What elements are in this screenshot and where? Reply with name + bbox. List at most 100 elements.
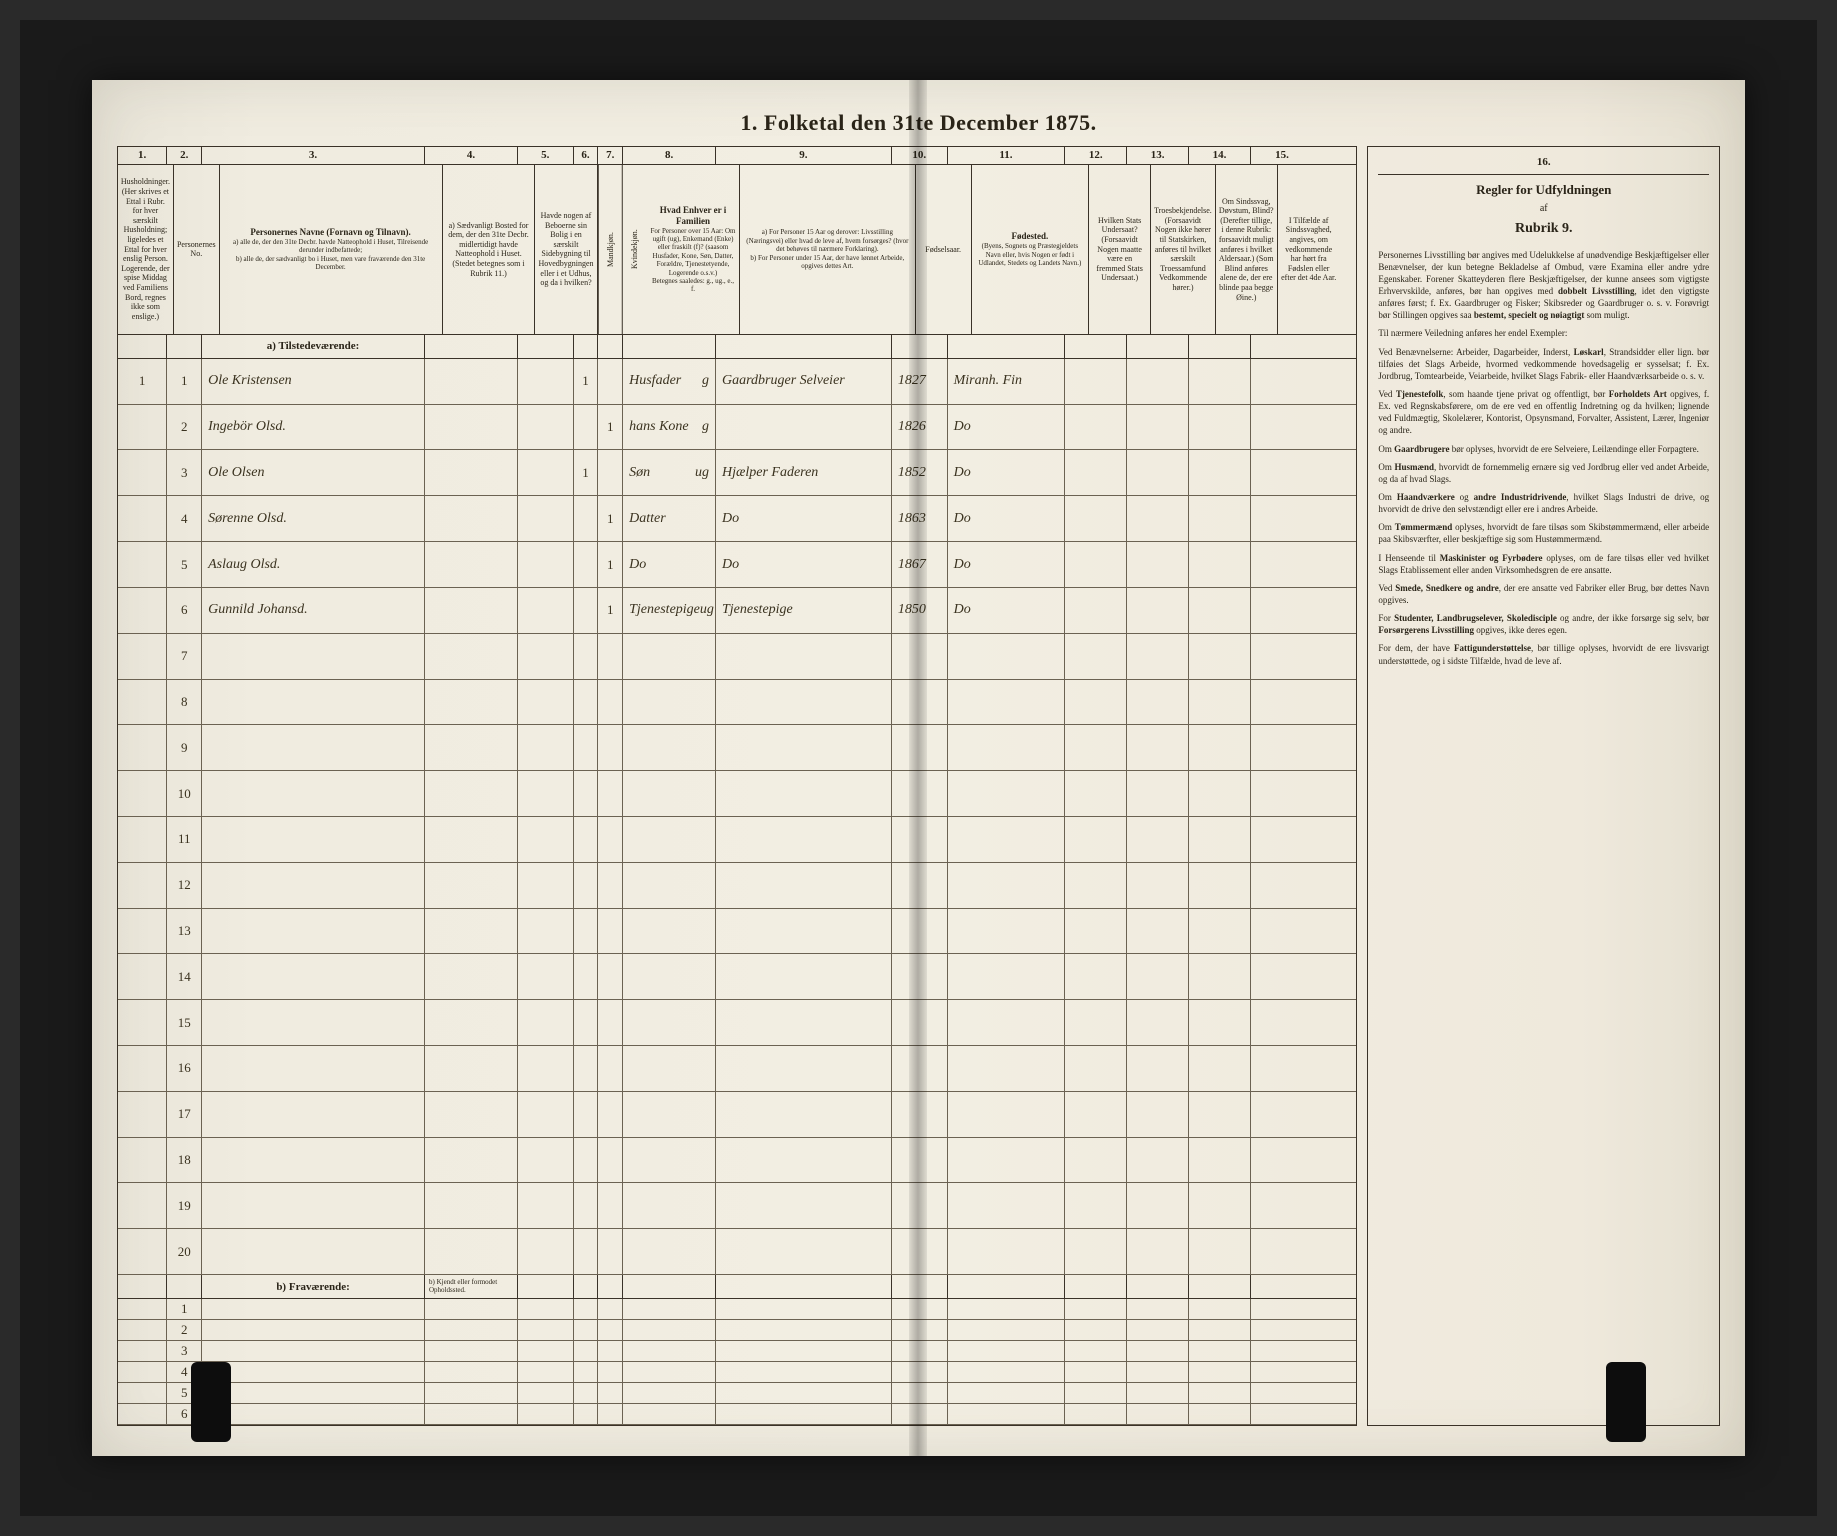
cell xyxy=(1127,1383,1189,1403)
cell xyxy=(425,1383,518,1403)
scan-background: 1. Folketal den 31te December 1875. 1. 2… xyxy=(20,20,1817,1516)
header-male: Mandkjøn. xyxy=(598,165,623,334)
cell xyxy=(425,1404,518,1424)
colnum-9: 9. xyxy=(716,147,892,164)
cell xyxy=(574,1299,599,1319)
cell xyxy=(574,771,599,816)
cell xyxy=(425,1000,518,1045)
cell: Miranh. Fin xyxy=(948,359,1066,404)
cell xyxy=(1065,1000,1127,1045)
cell xyxy=(118,817,168,862)
cell xyxy=(118,1046,168,1091)
cell xyxy=(202,680,425,725)
header-names-title: Personernes Navne (Fornavn og Tilnavn). xyxy=(250,227,410,238)
cell: 1 xyxy=(598,496,623,541)
cell xyxy=(1251,1362,1313,1382)
cell xyxy=(892,817,948,862)
cell xyxy=(118,1299,168,1319)
cell xyxy=(1065,1404,1127,1424)
cell xyxy=(598,954,623,999)
header-names-b: b) alle de, der sædvanligt bo i Huset, m… xyxy=(223,255,439,272)
cell xyxy=(574,405,599,450)
content-row: 1. 2. 3. 4. 5. 6. 7. 8. 9. 10. 11. 12. 1… xyxy=(117,146,1720,1426)
cell xyxy=(1189,405,1251,450)
cell xyxy=(118,1229,168,1274)
cell xyxy=(892,954,948,999)
cell xyxy=(716,680,892,725)
cell xyxy=(1251,1404,1313,1424)
cell xyxy=(623,1000,716,1045)
header-households: Husholdninger. (Her skrives et Ettal i R… xyxy=(118,165,174,334)
header-disability: Om Sindssvag, Døvstum, Blind? (Derefter … xyxy=(1216,165,1278,334)
cell xyxy=(118,909,168,954)
colnum-6: 6. xyxy=(574,147,599,164)
cell xyxy=(1065,771,1127,816)
cell: 1 xyxy=(167,1299,202,1319)
cell xyxy=(518,1183,574,1228)
cell xyxy=(598,1383,623,1403)
cell xyxy=(1127,1183,1189,1228)
cell: 20 xyxy=(167,1229,202,1274)
cell xyxy=(1065,909,1127,954)
cell xyxy=(1127,725,1189,770)
colnum-8: 8. xyxy=(623,147,716,164)
cell: Tjenestepige xyxy=(716,588,892,633)
cell xyxy=(1127,1299,1189,1319)
cell xyxy=(1251,1383,1313,1403)
cell xyxy=(716,863,892,908)
cell xyxy=(425,1183,518,1228)
header-outbuilding: Havde nogen af Beboerne sin Bolig i en s… xyxy=(535,165,597,334)
cell xyxy=(598,1341,623,1361)
cell xyxy=(1065,542,1127,587)
cell xyxy=(518,909,574,954)
cell xyxy=(716,954,892,999)
cell xyxy=(1189,450,1251,495)
cell xyxy=(948,954,1066,999)
rules-paragraph: For dem, der have Fattigunderstøttelse, … xyxy=(1378,642,1709,666)
cell xyxy=(1189,1362,1251,1382)
present-row: 13 xyxy=(118,909,1357,955)
cell xyxy=(574,1383,599,1403)
absent-row: 4 xyxy=(118,1362,1357,1383)
cell xyxy=(1251,542,1313,587)
cell xyxy=(202,1320,425,1340)
cell: 11 xyxy=(167,817,202,862)
cell xyxy=(623,1229,716,1274)
cell xyxy=(202,1299,425,1319)
present-row: 2Ingebör Olsd.1hans Kone g1826Do xyxy=(118,405,1357,451)
cell xyxy=(892,1404,948,1424)
cell xyxy=(1189,1092,1251,1137)
cell: 1 xyxy=(574,450,599,495)
cell xyxy=(518,1138,574,1183)
cell xyxy=(574,634,599,679)
header-occ-a: a) For Personer 15 Aar og derover: Livss… xyxy=(743,228,912,253)
absent-row: 3 xyxy=(118,1341,1357,1362)
cell xyxy=(1127,359,1189,404)
cell xyxy=(1251,1092,1313,1137)
cell: 1 xyxy=(598,405,623,450)
rules-paragraph: Om Haandværkere og andre Industridrivend… xyxy=(1378,491,1709,515)
cell xyxy=(948,1229,1066,1274)
cell xyxy=(1127,680,1189,725)
cell xyxy=(716,1183,892,1228)
colnum-4: 4. xyxy=(425,147,518,164)
cell xyxy=(574,1362,599,1382)
cell xyxy=(716,1383,892,1403)
cell xyxy=(1127,1404,1189,1424)
cell: 1 xyxy=(574,359,599,404)
cell: hans Kone g xyxy=(623,405,716,450)
absent-row: 6 xyxy=(118,1404,1357,1425)
header-names-a: a) alle de, der den 31te Decbr. havde Na… xyxy=(223,238,439,255)
cell xyxy=(574,909,599,954)
cell: 8 xyxy=(167,680,202,725)
cell xyxy=(1251,359,1313,404)
cell xyxy=(118,1183,168,1228)
cell: Gaardbruger Selveier xyxy=(716,359,892,404)
cell xyxy=(892,1183,948,1228)
cell: 3 xyxy=(167,1341,202,1361)
cell xyxy=(598,1138,623,1183)
cell xyxy=(1065,725,1127,770)
cell xyxy=(518,359,574,404)
cell xyxy=(118,634,168,679)
cell xyxy=(948,1320,1066,1340)
